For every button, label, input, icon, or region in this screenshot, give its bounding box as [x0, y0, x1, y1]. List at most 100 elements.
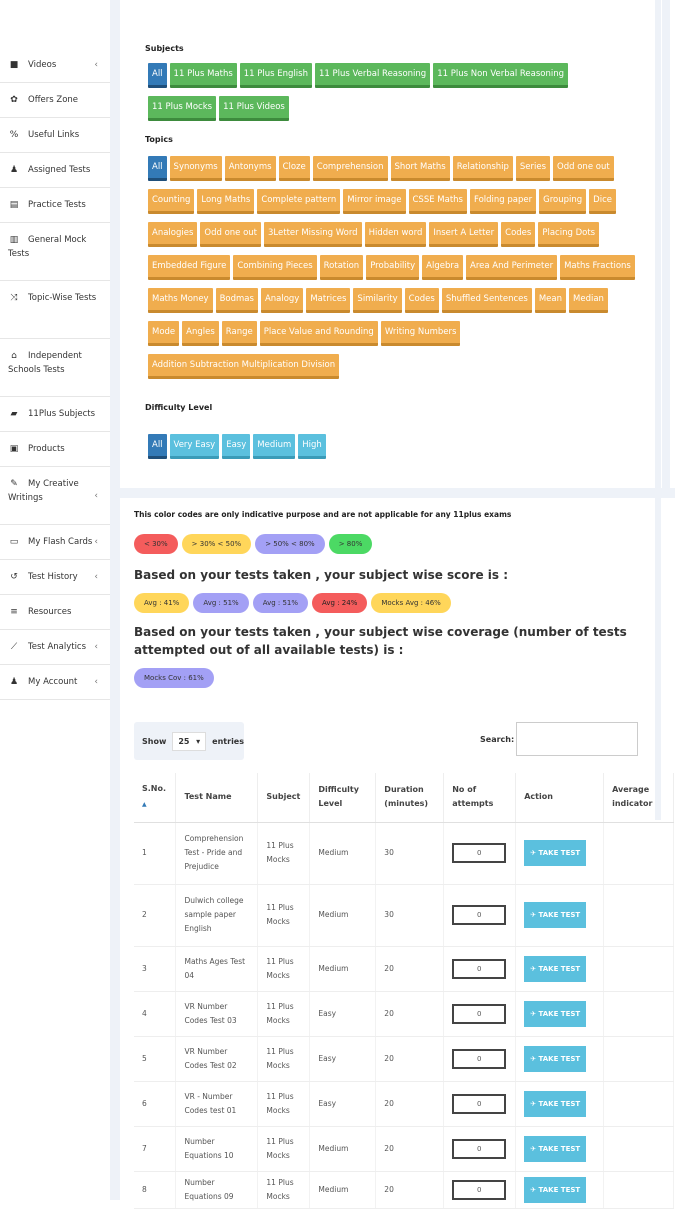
difficulty-chip-all[interactable]: All	[148, 434, 167, 459]
subject-chip-11-plus-verbal-reasoning[interactable]: 11 Plus Verbal Reasoning	[314, 63, 431, 88]
take-test-button[interactable]: ✈ TAKE TEST	[524, 1000, 587, 1027]
topic-chip-rotation[interactable]: Rotation	[319, 255, 364, 280]
topic-chip-odd-one-out[interactable]: Odd one out	[200, 222, 262, 247]
topic-chip-area-and-perimeter[interactable]: Area And Perimeter	[466, 255, 558, 280]
topic-chip-algebra[interactable]: Algebra	[422, 255, 464, 280]
topic-chip-hidden-word[interactable]: Hidden word	[364, 222, 427, 247]
attempts-input[interactable]: 0	[452, 1179, 507, 1200]
attempts-input[interactable]: 0	[452, 1093, 507, 1114]
topic-chip-analogies[interactable]: Analogies	[148, 222, 198, 247]
sidebar-item-videos[interactable]: ■ Videos ‹	[0, 48, 110, 83]
topic-chip-antonyms[interactable]: Antonyms	[224, 156, 276, 181]
sidebar-item-products[interactable]: ▣ Products	[0, 432, 110, 467]
topic-chip-addition-subtraction-multiplication-division[interactable]: Addition Subtraction Multiplication Divi…	[148, 354, 340, 379]
topic-chip-mean[interactable]: Mean	[534, 288, 567, 313]
subject-chip-11-plus-videos[interactable]: 11 Plus Videos	[219, 96, 289, 121]
topic-chip-mode[interactable]: Mode	[148, 321, 180, 346]
subject-chip-11-plus-non-verbal-reasoning[interactable]: 11 Plus Non Verbal Reasoning	[433, 63, 569, 88]
topic-chip-combining-pieces[interactable]: Combining Pieces	[233, 255, 317, 280]
topic-chip-mirror-image[interactable]: Mirror image	[343, 189, 406, 214]
difficulty-chip-easy[interactable]: Easy	[222, 434, 251, 459]
topic-chip-dice[interactable]: Dice	[589, 189, 616, 214]
difficulty-chip-very-easy[interactable]: Very Easy	[169, 434, 220, 459]
sidebar-item-independent-schools-tests[interactable]: ⌂ Independent Schools Tests	[0, 339, 110, 397]
topic-chip-embedded-figure[interactable]: Embedded Figure	[148, 255, 231, 280]
topic-chip-similarity[interactable]: Similarity	[353, 288, 402, 313]
sidebar-item-my-flash-cards[interactable]: ▭ My Flash Cards ‹	[0, 525, 110, 560]
subject-chip-11-plus-mocks[interactable]: 11 Plus Mocks	[148, 96, 217, 121]
entries-label: entries	[212, 736, 244, 746]
sidebar-item-test-history[interactable]: ↺ Test History ‹	[0, 560, 110, 595]
subject-chip-all[interactable]: All	[148, 63, 167, 88]
attempts-input[interactable]: 0	[452, 1003, 507, 1024]
topic-chip-writing-numbers[interactable]: Writing Numbers	[380, 321, 461, 346]
take-test-button[interactable]: ✈ TAKE TEST	[524, 955, 587, 982]
sidebar-item-practice-tests[interactable]: ▤ Practice Tests	[0, 188, 110, 223]
topic-chip-place-value-and-rounding[interactable]: Place Value and Rounding	[259, 321, 378, 346]
topic-chip-3letter-missing-word[interactable]: 3Letter Missing Word	[264, 222, 362, 247]
take-test-button[interactable]: ✈ TAKE TEST	[524, 1045, 587, 1072]
attempts-input[interactable]: 0	[452, 1138, 507, 1159]
attempts-input[interactable]: 0	[452, 843, 507, 863]
subject-chip-11-plus-maths[interactable]: 11 Plus Maths	[169, 63, 237, 88]
sidebar-item-general-mock-tests[interactable]: ▥ General Mock Tests	[0, 223, 110, 281]
column-header-s-no[interactable]: S.No. ▲	[134, 773, 177, 823]
topic-chip-synonyms[interactable]: Synonyms	[169, 156, 222, 181]
take-test-button[interactable]: ✈ TAKE TEST	[524, 1176, 587, 1203]
topic-chip-all[interactable]: All	[148, 156, 167, 181]
topic-chip-long-maths[interactable]: Long Maths	[197, 189, 255, 214]
page-size-value: 25	[178, 736, 190, 746]
topic-chip-counting[interactable]: Counting	[148, 189, 195, 214]
sidebar-item-my-creative-writings[interactable]: ✎ My Creative Writings ‹	[0, 467, 110, 525]
page-size-select[interactable]: 25 ▾	[172, 731, 207, 751]
take-test-button[interactable]: ✈ TAKE TEST	[524, 840, 587, 866]
sidebar-item-useful-links[interactable]: % Useful Links	[0, 118, 110, 153]
topic-chip-median[interactable]: Median	[569, 288, 608, 313]
take-test-button[interactable]: ✈ TAKE TEST	[524, 1090, 587, 1117]
take-test-button[interactable]: ✈ TAKE TEST	[524, 1135, 587, 1162]
sidebar-item-my-account[interactable]: ♟ My Account ‹	[0, 665, 110, 700]
search-input[interactable]	[516, 722, 638, 756]
attempts-input[interactable]: 0	[452, 1048, 507, 1069]
topic-chip-range[interactable]: Range	[221, 321, 257, 346]
sidebar-item-label: Useful Links	[28, 130, 80, 140]
sort-asc-icon[interactable]: ▲	[142, 801, 147, 809]
attempts-input[interactable]: 0	[452, 958, 507, 979]
topic-chip-csse-maths[interactable]: CSSE Maths	[408, 189, 467, 214]
topic-chip-series[interactable]: Series	[515, 156, 551, 181]
attempts-input[interactable]: 0	[452, 905, 507, 925]
topic-chip-bodmas[interactable]: Bodmas	[215, 288, 258, 313]
topic-chip-comprehension[interactable]: Comprehension	[312, 156, 388, 181]
topic-chip-maths-money[interactable]: Maths Money	[148, 288, 213, 313]
topic-chip-codes[interactable]: Codes	[404, 288, 439, 313]
sidebar-item-assigned-tests[interactable]: ♟ Assigned Tests	[0, 153, 110, 188]
topic-chip-analogy[interactable]: Analogy	[260, 288, 304, 313]
topic-chip-folding-paper[interactable]: Folding paper	[470, 189, 537, 214]
difficulty-chip-high[interactable]: High	[298, 434, 326, 459]
topic-chip-codes[interactable]: Codes	[501, 222, 536, 247]
topic-chip-placing-dots[interactable]: Placing Dots	[538, 222, 600, 247]
scrollbar[interactable]	[655, 0, 661, 820]
sidebar-item-label: Independent Schools Tests	[8, 351, 82, 375]
topic-chip-insert-a-letter[interactable]: Insert A Letter	[429, 222, 499, 247]
subject-chip-11-plus-english[interactable]: 11 Plus English	[239, 63, 312, 88]
topic-chip-cloze[interactable]: Cloze	[278, 156, 310, 181]
sidebar-item-label: Assigned Tests	[28, 165, 91, 175]
topic-chip-grouping[interactable]: Grouping	[539, 189, 587, 214]
topic-chip-matrices[interactable]: Matrices	[306, 288, 351, 313]
topic-chip-odd-one-out[interactable]: Odd one out	[553, 156, 614, 181]
sidebar-item-resources[interactable]: ≡ Resources	[0, 595, 110, 630]
topic-chip-angles[interactable]: Angles	[182, 321, 219, 346]
topic-chip-short-maths[interactable]: Short Maths	[390, 156, 450, 181]
topic-chip-maths-fractions[interactable]: Maths Fractions	[560, 255, 635, 280]
sidebar-item-topic-wise-tests[interactable]: ⤨ Topic-Wise Tests	[0, 281, 110, 339]
topic-chip-shuffled-sentences[interactable]: Shuffled Sentences	[441, 288, 532, 313]
topic-chip-relationship[interactable]: Relationship	[452, 156, 513, 181]
topic-chip-complete-pattern[interactable]: Complete pattern	[257, 189, 341, 214]
difficulty-chip-medium[interactable]: Medium	[253, 434, 296, 459]
sidebar-item-11plus-subjects[interactable]: ▰ 11Plus Subjects	[0, 397, 110, 432]
topic-chip-probability[interactable]: Probability	[366, 255, 420, 280]
sidebar-item-test-analytics[interactable]: ⟋ Test Analytics ‹	[0, 630, 110, 665]
sidebar-item-offers-zone[interactable]: ✿ Offers Zone	[0, 83, 110, 118]
take-test-button[interactable]: ✈ TAKE TEST	[524, 902, 587, 928]
